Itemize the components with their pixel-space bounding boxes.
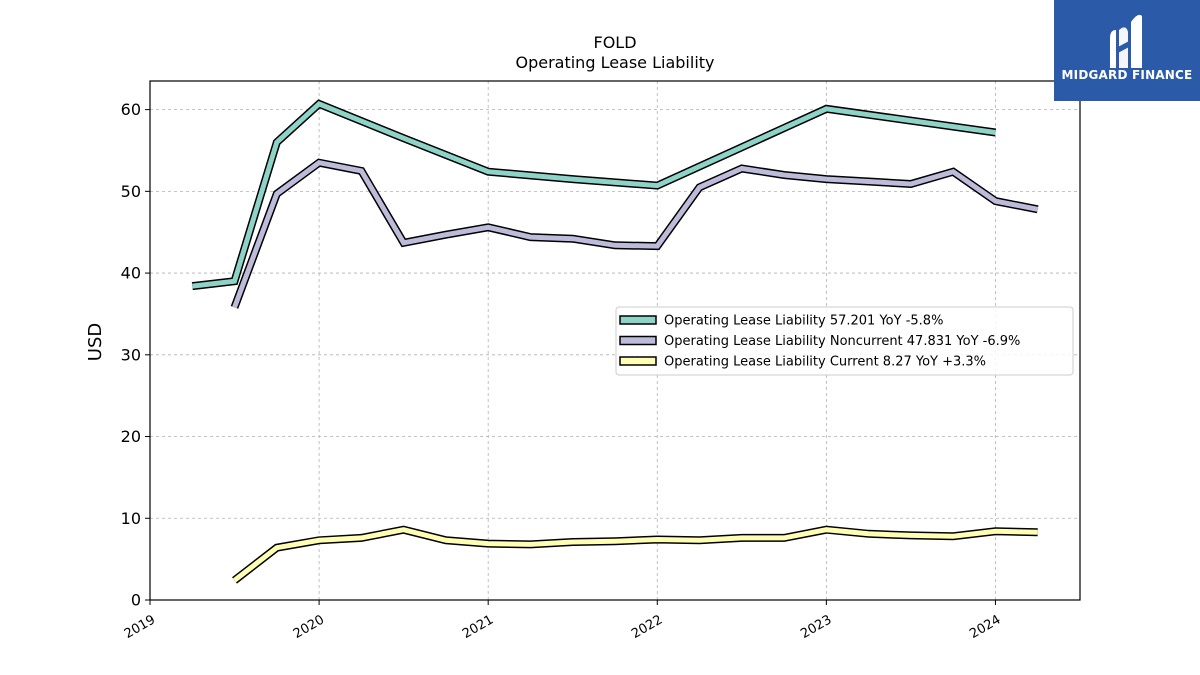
legend-label-1: Operating Lease Liability Noncurrent 47.… [664, 334, 1020, 349]
midgard-finance-logo: MIDGARD FINANCE [1054, 0, 1200, 101]
midgard-logo-icon [1110, 14, 1142, 68]
chart-subtitle: Operating Lease Liability [515, 53, 714, 72]
x-tick-label: 2022 [629, 612, 665, 642]
series-line-1 [232, 160, 1039, 309]
legend-box [615, 306, 1074, 376]
y-tick-label: 50 [121, 182, 141, 201]
y-tick-label: 60 [121, 100, 141, 119]
legend-label-2: Operating Lease Liability Current 8.27 Y… [664, 355, 986, 370]
axis-ticks: 0 10 20 30 40 50 60 2019 2020 2021 2022 2023 2024 [121, 100, 1004, 642]
plot-frame [149, 80, 1081, 601]
legend: Operating Lease Liability 57.201 YoY -5.… [615, 306, 1074, 376]
x-tick-label: 2019 [122, 612, 158, 642]
y-tick-label: 0 [131, 591, 141, 610]
legend-swatch-1 [619, 335, 657, 346]
logo-text: MIDGARD FINANCE [1061, 68, 1193, 82]
y-tick-label: 30 [121, 345, 141, 364]
y-tick-label: 10 [121, 509, 141, 528]
legend-swatch-0 [619, 315, 657, 325]
x-tick-label: 2020 [291, 612, 327, 642]
chart-title: FOLD [593, 33, 636, 52]
legend-swatch-2 [619, 356, 657, 366]
series-line-outline-0 [191, 99, 997, 291]
x-tick-label: 2023 [798, 612, 834, 642]
y-axis-label: USD [85, 323, 106, 361]
y-tick-label: 20 [121, 427, 141, 446]
series-lines [191, 99, 1039, 584]
x-tick-label: 2024 [967, 612, 1003, 642]
legend-label-0: Operating Lease Liability 57.201 YoY -5.… [664, 314, 943, 329]
x-tick-label: 2021 [460, 612, 496, 642]
y-tick-label: 40 [121, 264, 141, 283]
series-line-2 [232, 527, 1038, 583]
series-line-0 [192, 100, 996, 289]
